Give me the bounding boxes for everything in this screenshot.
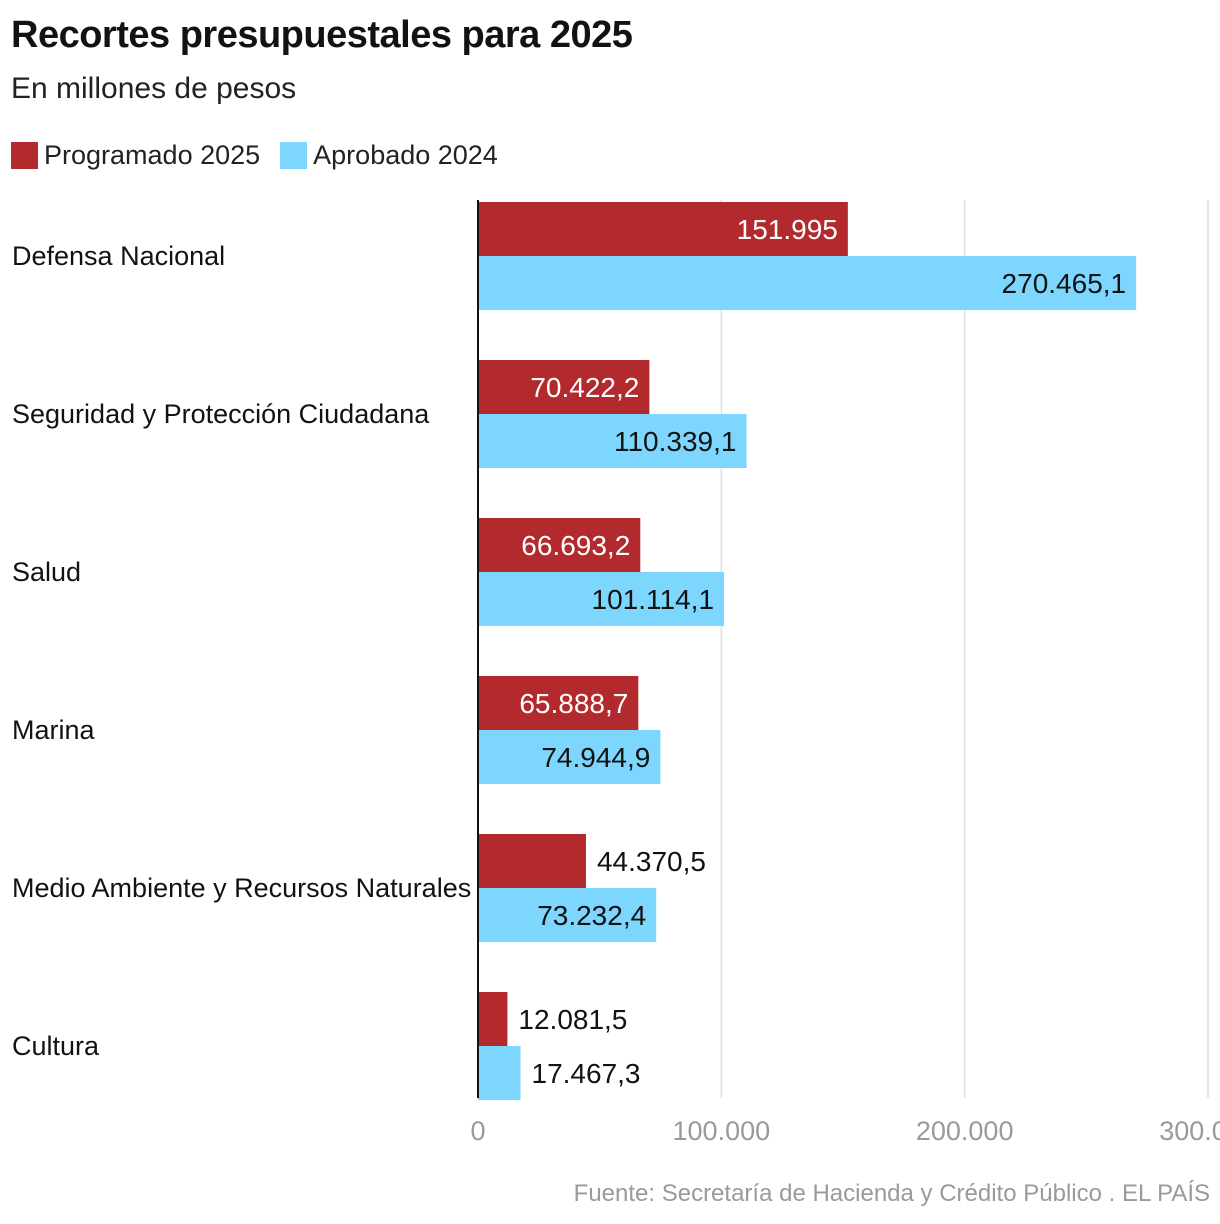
x-tick-label: 0 <box>470 1116 485 1146</box>
data-label: 73.232,4 <box>537 900 646 931</box>
data-label: 44.370,5 <box>597 846 706 877</box>
legend-label-programado: Programado 2025 <box>44 140 261 170</box>
bar-programado <box>478 360 650 414</box>
legend-item-aprobado: Aprobado 2024 <box>280 140 498 171</box>
category-label: Cultura <box>12 1031 100 1061</box>
data-label: 12.081,5 <box>518 1004 627 1035</box>
chart-subtitle: En millones de pesos <box>11 72 297 105</box>
data-label: 66.693,2 <box>521 530 630 561</box>
bar-aprobado <box>478 1046 521 1100</box>
chart-title: Recortes presupuestales para 2025 <box>11 14 633 56</box>
bar-aprobado <box>478 572 725 626</box>
x-tick-label: 300.000 <box>1159 1116 1220 1146</box>
bar-aprobado <box>478 256 1137 310</box>
bar-programado <box>478 518 641 572</box>
data-label: 270.465,1 <box>1002 268 1127 299</box>
data-label: 101.114,1 <box>592 584 715 615</box>
data-label: 70.422,2 <box>530 372 639 403</box>
legend-label-aprobado: Aprobado 2024 <box>313 140 498 170</box>
category-label: Salud <box>12 557 82 587</box>
category-label: Medio Ambiente y Recursos Naturales <box>12 873 472 903</box>
x-tick-label: 200.000 <box>916 1116 1014 1146</box>
bar-programado <box>478 202 848 256</box>
data-label: 65.888,7 <box>519 688 628 719</box>
data-label: 110.339,1 <box>614 426 737 457</box>
bar-aprobado <box>478 414 747 468</box>
data-label: 74.944,9 <box>541 742 650 773</box>
legend: Programado 2025 Aprobado 2024 <box>11 140 518 171</box>
bar-aprobado <box>478 888 657 942</box>
category-label: Marina <box>12 715 95 745</box>
bar-programado <box>478 834 586 888</box>
source-note: Fuente: Secretaría de Hacienda y Crédito… <box>573 1180 1210 1207</box>
data-label: 17.467,3 <box>532 1058 641 1089</box>
bar-aprobado <box>478 730 661 784</box>
category-label: Defensa Nacional <box>12 241 226 271</box>
legend-swatch-aprobado <box>280 142 308 169</box>
x-tick-label: 100.000 <box>673 1116 771 1146</box>
data-label: 151.995 <box>737 214 838 245</box>
category-label: Seguridad y Protección Ciudadana <box>12 399 430 429</box>
legend-item-programado: Programado 2025 <box>11 140 260 171</box>
bar-programado <box>478 992 508 1046</box>
bar-programado <box>478 676 639 730</box>
legend-swatch-programado <box>11 142 38 169</box>
